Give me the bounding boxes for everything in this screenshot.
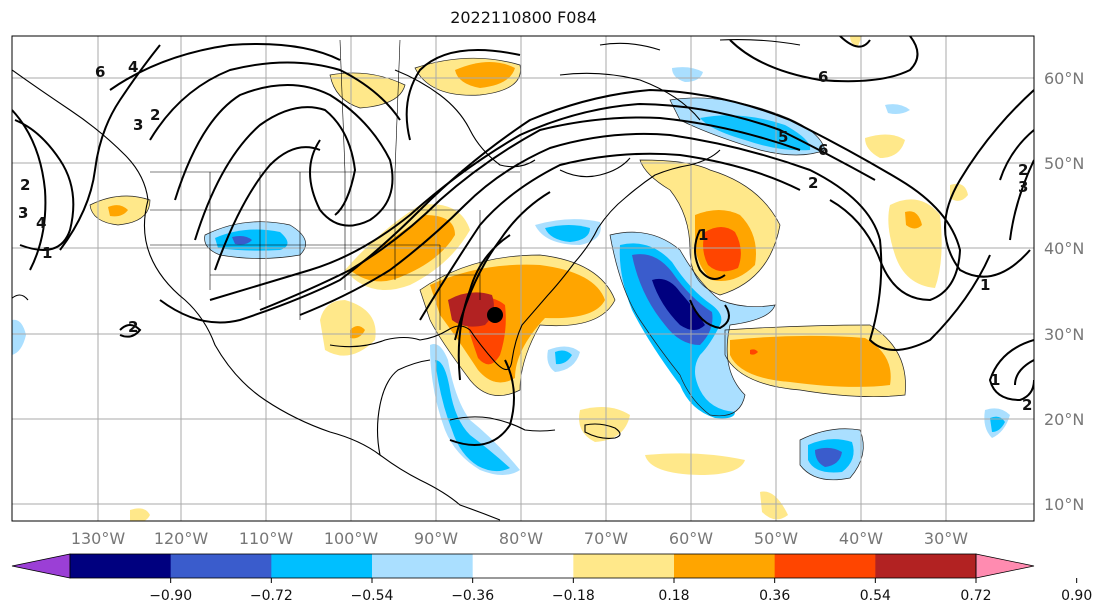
lon-label: 60°W (669, 529, 713, 548)
colorbar (11, 553, 1035, 579)
colorbar-tick-label: 0.54 (860, 588, 891, 604)
longitude-labels: 130°W 120°W 110°W 100°W 90°W 80°W 70°W 6… (71, 529, 968, 548)
colorbar-tick-label: −0.90 (149, 588, 192, 604)
colorbar-segment (472, 554, 574, 578)
svg-text:3: 3 (18, 204, 28, 222)
svg-text:4: 4 (128, 58, 138, 76)
colorbar-extend-low (11, 553, 71, 579)
colorbar-tick-label: 0.72 (960, 588, 991, 604)
lat-label: 60°N (1044, 69, 1084, 88)
svg-text:6: 6 (818, 68, 828, 86)
svg-text:1: 1 (980, 276, 990, 294)
colorbar-segment (372, 554, 474, 578)
colorbar-tick-label: −0.18 (552, 588, 595, 604)
colorbar-tick-label: −0.54 (351, 588, 394, 604)
lat-label: 40°N (1044, 239, 1084, 258)
svg-text:2: 2 (20, 176, 30, 194)
lat-label: 10°N (1044, 495, 1084, 514)
lon-label: 50°W (754, 529, 798, 548)
colorbar-segment (70, 554, 172, 578)
lon-label: 130°W (71, 529, 126, 548)
svg-text:1: 1 (42, 244, 52, 262)
colorbar-tick-label: 0.18 (658, 588, 689, 604)
graticule (12, 36, 1034, 521)
colorbar-segment (271, 554, 373, 578)
svg-text:5: 5 (778, 128, 788, 146)
storm-center-dot (487, 307, 503, 323)
svg-text:4: 4 (36, 214, 46, 232)
svg-text:2: 2 (808, 174, 818, 192)
lon-label: 110°W (239, 529, 294, 548)
svg-text:2: 2 (1022, 396, 1032, 414)
svg-text:1: 1 (698, 226, 708, 244)
contour-labels: 6 4 3 2 1 2 3 4 2 1 5 6 2 6 1 2 3 1 2 (18, 58, 1032, 414)
colorbar-segment (774, 554, 876, 578)
latitude-labels: 60°N 50°N 40°N 30°N 20°N 10°N (1044, 69, 1084, 514)
svg-text:3: 3 (133, 116, 143, 134)
colorbar-segment (674, 554, 776, 578)
svg-text:2: 2 (150, 106, 160, 124)
map-title: 2022110800 F084 (450, 8, 597, 27)
colorbar-tick-label: −0.72 (250, 588, 293, 604)
lon-label: 80°W (499, 529, 543, 548)
svg-text:6: 6 (95, 63, 105, 81)
lon-label: 100°W (324, 529, 379, 548)
svg-text:2: 2 (128, 318, 138, 336)
svg-text:6: 6 (818, 141, 828, 159)
lon-label: 40°W (839, 529, 883, 548)
colorbar-segment (170, 554, 272, 578)
colorbar-tick-label: −0.36 (451, 588, 494, 604)
svg-text:3: 3 (1018, 178, 1028, 196)
lon-label: 30°W (924, 529, 968, 548)
anomaly-shading (12, 36, 1010, 521)
colorbar-ticks: −0.90 −0.72 −0.54 −0.36 −0.18 0.18 0.36 0.54 0.7… (149, 578, 1092, 604)
lat-label: 50°N (1044, 154, 1084, 173)
lon-label: 90°W (414, 529, 458, 548)
colorbar-segment (875, 554, 977, 578)
colorbar-tick-label: 0.90 (1061, 588, 1092, 604)
lon-label: 120°W (154, 529, 209, 548)
svg-text:2: 2 (1018, 161, 1028, 179)
state-borders (150, 39, 520, 330)
height-contours (12, 36, 1034, 446)
lon-label: 70°W (584, 529, 628, 548)
colorbar-segment (573, 554, 675, 578)
map-frame (11, 35, 1035, 522)
colorbar-tick-label: 0.36 (759, 588, 790, 604)
lat-label: 20°N (1044, 410, 1084, 429)
lat-label: 30°N (1044, 325, 1084, 344)
svg-text:1: 1 (990, 371, 1000, 389)
coastlines (12, 39, 801, 521)
colorbar-extend-high (975, 553, 1035, 579)
